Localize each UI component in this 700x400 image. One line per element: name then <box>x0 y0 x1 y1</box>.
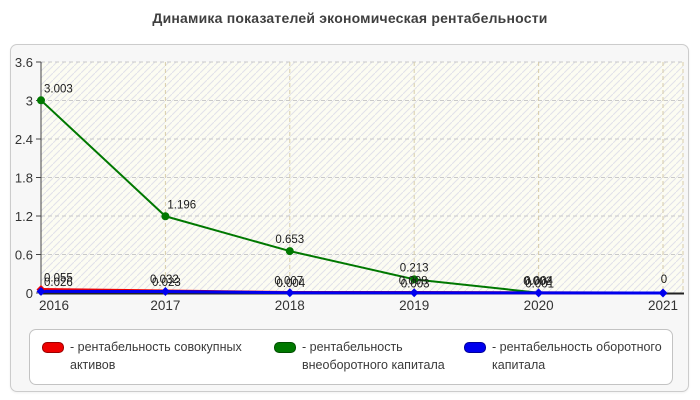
chart-title: Динамика показателей экономическая рента… <box>152 10 548 26</box>
marker-diamond-2 <box>658 288 668 298</box>
series-line-2 <box>40 289 664 295</box>
data-label-1: 0.004 <box>524 276 553 288</box>
data-label-2: 0.004 <box>276 278 305 290</box>
marker-circle-1 <box>37 96 45 105</box>
legend-item-total-assets: - рентабельность совокупных активов <box>42 339 248 374</box>
legend: - рентабельность совокупных активов - ре… <box>29 329 673 385</box>
marker-circle-1 <box>285 247 294 256</box>
marker-diamond-2 <box>534 288 544 298</box>
plot-area: 0 0.6 1.2 1.8 2.4 3 3.6 2016 2017 2018 2019 2020 202… <box>15 55 684 313</box>
legend-swatch-green <box>274 342 296 353</box>
legend-label: - рентабельность совокупных активов <box>70 340 242 372</box>
data-label-2: 0.001 <box>525 278 554 290</box>
x-tick-label: 2021 <box>648 298 678 313</box>
marker-circle-1 <box>410 275 419 284</box>
data-label-0: 0.007 <box>274 276 303 288</box>
data-label-0: 0.002 <box>523 276 552 288</box>
marker-diamond-2 <box>285 288 295 298</box>
data-label-2: 0 <box>661 274 667 286</box>
data-label-2: 0.026 <box>44 277 73 289</box>
data-label-0: 0.055 <box>44 272 73 284</box>
data-label-0: 0.008 <box>399 275 428 287</box>
marker-diamond-2 <box>36 286 46 296</box>
x-tick-label: 2018 <box>275 298 305 313</box>
marker-diamond-2 <box>409 288 419 298</box>
legend-swatch-blue <box>464 342 486 353</box>
legend-label: - рентабельность внеоборотного капитала <box>302 340 445 372</box>
data-label-1: 0.653 <box>275 234 304 246</box>
legend-item-noncurrent-capital: - рентабельность внеоборотного капитала <box>274 339 470 374</box>
chart-container: 0 0.6 1.2 1.8 2.4 3 3.6 2016 2017 2018 2019 2020 202… <box>10 44 689 392</box>
y-tick-label: 0 <box>26 286 33 301</box>
data-label-1: 3.003 <box>44 83 73 95</box>
y-tick-label: 3.6 <box>15 55 33 70</box>
y-tick-label: 0.6 <box>15 248 33 263</box>
x-tick-label: 2020 <box>524 298 554 313</box>
x-tick-label: 2017 <box>150 298 180 313</box>
marker-circle-1 <box>161 212 170 221</box>
data-label-1: 1.196 <box>167 199 196 211</box>
y-tick-label: 1.8 <box>15 171 33 186</box>
y-tick-label: 3 <box>26 94 33 109</box>
legend-item-working-capital: - рентабельность оборотного капитала <box>464 339 684 374</box>
plot-hatch <box>41 62 683 293</box>
y-tick-label: 1.2 <box>15 209 33 224</box>
data-label-0: 0.032 <box>150 274 179 286</box>
legend-swatch-red <box>42 342 64 353</box>
x-tick-label: 2016 <box>39 298 69 313</box>
y-tick-label: 2.4 <box>15 132 33 147</box>
data-label-2: 0.023 <box>152 277 181 289</box>
x-tick-label: 2019 <box>399 298 429 313</box>
data-label-2: 0.003 <box>401 278 430 290</box>
data-label-1: 0.213 <box>400 262 429 274</box>
legend-label: - рентабельность оборотного капитала <box>492 340 662 372</box>
marker-diamond-2 <box>160 287 170 297</box>
